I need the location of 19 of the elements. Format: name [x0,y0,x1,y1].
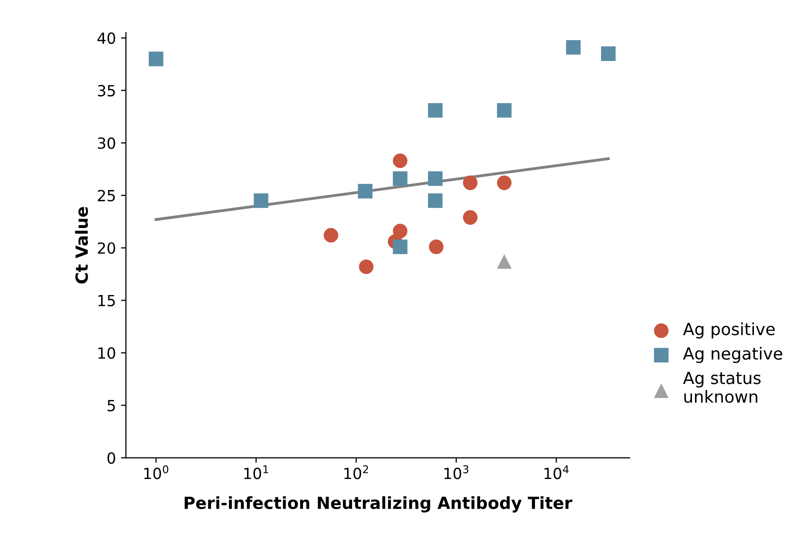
y-tick-label: 30 [98,137,116,149]
y-tick-label: 25 [98,190,115,202]
y-tick-label: 0 [107,452,116,464]
x-tick-label: 10$^{3}$ [444,465,468,480]
y-tick-label: 10 [98,347,116,359]
legend-label: Ag positive [683,322,775,339]
x-tick-label: 10$^{2}$ [344,465,368,480]
y-axis-title: Ct Value [75,207,88,284]
x-tick-label: 10$^{1}$ [244,465,268,480]
y-tick-label: 15 [98,295,115,306]
x-tick-label: 10$^{0}$ [144,465,168,480]
y-tick-label: 20 [98,242,116,254]
legend-label: Ag negative [683,346,782,364]
legend-label: Ag status unknown [683,372,761,403]
y-tick-label: 5 [108,400,115,412]
x-axis-title: Peri-infection Neutralizing Antibody Titer [184,496,572,512]
y-tick-label: 40 [98,32,116,44]
y-tick-label: 35 [98,84,115,96]
x-tick-label: 10$^{4}$ [544,465,569,480]
